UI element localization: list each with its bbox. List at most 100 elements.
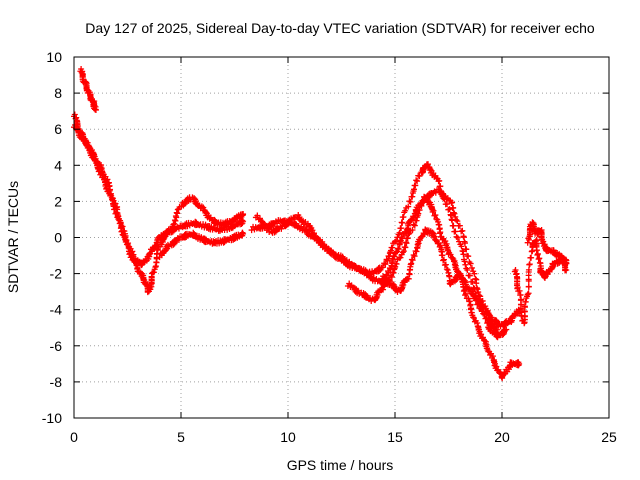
- y-tick-label: 2: [54, 193, 62, 209]
- data-point: [462, 261, 469, 268]
- data-point: [414, 178, 421, 185]
- y-axis-label: SDTVAR / TECUs: [5, 181, 21, 293]
- data-point: [389, 244, 396, 251]
- data-point: [164, 229, 171, 236]
- data-point: [407, 198, 414, 205]
- axis-ticks: [73, 56, 610, 419]
- data-point: [240, 218, 247, 225]
- data-point: [431, 233, 438, 240]
- data-point: [170, 221, 177, 228]
- data-points: [71, 66, 570, 382]
- data-point: [450, 209, 457, 216]
- data-point: [240, 230, 247, 237]
- data-point: [404, 235, 411, 242]
- data-point: [413, 177, 420, 184]
- data-point: [475, 289, 482, 296]
- data-point: [444, 267, 451, 274]
- data-point: [425, 161, 431, 168]
- series-track-c: [156, 229, 247, 261]
- data-point: [453, 233, 460, 240]
- data-point: [393, 249, 400, 256]
- data-point: [171, 220, 178, 227]
- data-point: [175, 225, 182, 232]
- series-track-g: [344, 193, 523, 382]
- series-track-j: [524, 219, 570, 267]
- y-tick-label: -4: [50, 302, 63, 318]
- data-point: [468, 264, 475, 271]
- data-point: [384, 257, 391, 264]
- data-point: [175, 236, 182, 243]
- data-point: [524, 239, 531, 246]
- data-point: [71, 111, 78, 118]
- data-point: [431, 212, 438, 219]
- data-point: [403, 240, 410, 247]
- x-tick-label: 25: [601, 429, 617, 445]
- data-point: [462, 290, 469, 297]
- data-point: [168, 226, 175, 233]
- data-point: [391, 253, 398, 260]
- data-point: [391, 238, 398, 245]
- data-point: [150, 269, 157, 276]
- data-point: [108, 190, 115, 197]
- data-point: [393, 260, 400, 267]
- data-point: [410, 221, 417, 228]
- y-tick-label: 10: [46, 49, 62, 65]
- data-point: [528, 254, 535, 261]
- x-tick-label: 0: [70, 429, 78, 445]
- data-point: [402, 244, 409, 251]
- data-point: [403, 229, 410, 236]
- data-point: [467, 260, 474, 267]
- data-point: [121, 228, 128, 235]
- data-point: [477, 293, 484, 300]
- data-point: [461, 258, 468, 265]
- y-tick-labels: -10 -8 -6 -4 -2 0 2 4 6 8 10: [42, 49, 62, 426]
- y-tick-label: 8: [54, 85, 62, 101]
- data-point: [408, 260, 415, 267]
- y-tick-label: 4: [54, 157, 62, 173]
- data-point: [525, 290, 532, 297]
- data-point: [410, 251, 417, 258]
- data-point: [432, 237, 439, 244]
- data-point: [452, 228, 459, 235]
- y-tick-label: -8: [50, 374, 63, 390]
- data-point: [450, 222, 457, 229]
- data-point: [525, 266, 532, 273]
- data-point: [383, 256, 390, 263]
- data-point: [454, 234, 461, 241]
- data-point: [449, 199, 456, 206]
- data-point: [470, 314, 477, 321]
- data-point: [396, 229, 403, 236]
- data-point: [503, 326, 510, 333]
- y-tick-label: -10: [42, 410, 62, 426]
- series-track-b: [71, 121, 247, 269]
- data-point: [465, 295, 472, 302]
- data-point: [464, 267, 471, 274]
- data-point: [440, 256, 447, 263]
- data-point: [442, 261, 449, 268]
- series-track-d: [77, 66, 99, 113]
- data-point: [458, 243, 465, 250]
- data-point: [456, 238, 463, 245]
- data-point: [452, 213, 459, 220]
- x-tick-label: 15: [387, 429, 403, 445]
- data-point: [451, 210, 458, 217]
- data-point: [406, 198, 413, 205]
- data-point: [462, 292, 469, 299]
- data-point: [123, 238, 130, 245]
- data-point: [397, 254, 404, 261]
- data-point: [385, 269, 392, 276]
- data-point: [505, 366, 512, 373]
- data-point: [416, 173, 423, 180]
- data-point: [411, 253, 418, 260]
- x-axis-label: GPS time / hours: [287, 457, 394, 473]
- data-point: [399, 249, 406, 256]
- data-point: [526, 261, 533, 268]
- data-point: [278, 225, 285, 232]
- data-point: [521, 304, 528, 311]
- data-point: [525, 283, 532, 290]
- data-point: [379, 264, 386, 271]
- data-point: [395, 246, 402, 253]
- data-point: [524, 291, 531, 298]
- data-point: [563, 259, 570, 266]
